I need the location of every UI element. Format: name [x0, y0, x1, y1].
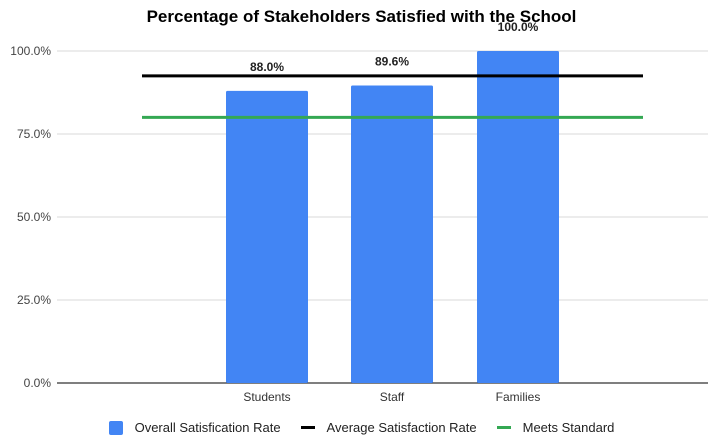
- chart-title: Percentage of Stakeholders Satisfied wit…: [146, 7, 577, 26]
- data-label: 89.6%: [375, 55, 409, 69]
- x-tick-label: Students: [243, 390, 290, 404]
- bar: [477, 51, 559, 383]
- legend-item-overall[interactable]: Overall Satisfication Rate: [108, 420, 281, 435]
- legend-label-meets-standard: Meets Standard: [522, 420, 615, 435]
- legend-swatch-average: [300, 426, 315, 429]
- x-tick-label: Families: [496, 390, 541, 404]
- x-tick-label: Staff: [380, 390, 405, 404]
- legend-label-average: Average Satisfaction Rate: [326, 420, 477, 435]
- data-label: 88.0%: [250, 60, 284, 74]
- legend-item-meets-standard[interactable]: Meets Standard: [496, 420, 615, 435]
- bar: [226, 90, 308, 383]
- y-tick-label: 0.0%: [24, 376, 52, 390]
- data-label: 100.0%: [498, 20, 539, 34]
- legend-swatch-overall: [108, 420, 123, 435]
- chart-legend: Overall Satisfication Rate Average Satis…: [0, 420, 723, 435]
- bar: [351, 85, 433, 383]
- y-tick-label: 100.0%: [10, 44, 51, 58]
- legend-swatch-meets-standard: [496, 426, 511, 429]
- y-tick-label: 50.0%: [17, 210, 51, 224]
- legend-label-overall: Overall Satisfication Rate: [134, 420, 281, 435]
- y-tick-label: 25.0%: [17, 293, 51, 307]
- y-tick-label: 75.0%: [17, 127, 51, 141]
- legend-item-average[interactable]: Average Satisfaction Rate: [300, 420, 477, 435]
